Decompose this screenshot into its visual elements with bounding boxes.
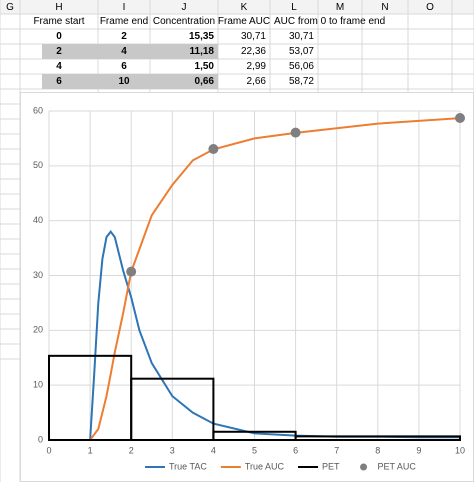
pet-auc-point — [126, 266, 137, 277]
column-letter: I — [123, 2, 126, 13]
table-cell: 2,66 — [247, 76, 267, 87]
series-line — [49, 117, 461, 441]
y-tick-label: 60 — [33, 105, 43, 115]
column-letter: G — [6, 2, 14, 13]
legend-marker — [360, 463, 368, 471]
header-cell: Frame start — [33, 16, 84, 27]
x-tick-label: 9 — [416, 445, 421, 455]
column-letter: N — [381, 2, 388, 13]
y-tick-label: 50 — [33, 160, 43, 170]
pet-auc-point — [290, 127, 301, 138]
x-tick-label: 2 — [129, 445, 134, 455]
x-tick-label: 6 — [293, 445, 298, 455]
table-cell: 15,35 — [189, 31, 214, 42]
x-tick-label: 3 — [170, 445, 175, 455]
column-header-bar — [0, 0, 474, 14]
table-cell: 56,06 — [289, 61, 314, 72]
y-tick-label: 30 — [33, 270, 43, 280]
x-tick-label: 1 — [88, 445, 93, 455]
legend-label: PET — [322, 461, 340, 471]
table-cell: 58,72 — [289, 76, 314, 87]
y-tick-label: 0 — [38, 434, 43, 444]
table-cell: 2,99 — [247, 61, 267, 72]
table-cell: 2 — [121, 31, 127, 42]
row-shade — [42, 74, 218, 89]
x-tick-label: 10 — [455, 445, 465, 455]
table-cell: 30,71 — [289, 31, 314, 42]
table-cell: 1,50 — [195, 61, 215, 72]
column-letter: O — [426, 2, 434, 13]
table-cell: 6 — [121, 61, 127, 72]
y-tick-label: 40 — [33, 215, 43, 225]
x-tick-label: 4 — [211, 445, 216, 455]
legend-label: True AUC — [245, 461, 285, 471]
column-letter: K — [241, 2, 248, 13]
chart-area — [20, 92, 474, 482]
column-letter: J — [182, 2, 187, 13]
table-cell: 2 — [56, 46, 62, 57]
column-letter: L — [291, 2, 297, 13]
column-letter: M — [336, 2, 344, 13]
row-shade — [42, 44, 218, 59]
legend-label: True TAC — [169, 461, 207, 471]
table-cell: 4 — [56, 61, 62, 72]
x-tick-label: 8 — [375, 445, 380, 455]
table-cell: 30,71 — [241, 31, 266, 42]
table-cell: 10 — [118, 76, 130, 87]
x-tick-label: 0 — [46, 445, 51, 455]
header-cell: Concentration — [153, 16, 215, 27]
table-cell: 11,18 — [190, 46, 215, 57]
pet-auc-point — [208, 143, 219, 154]
x-tick-label: 5 — [252, 445, 257, 455]
y-tick-label: 20 — [33, 325, 43, 335]
pet-bar — [130, 377, 215, 441]
pet-bar — [294, 435, 461, 442]
pet-auc-point — [455, 113, 465, 124]
y-tick-label: 10 — [33, 380, 43, 390]
header-cell: AUC from 0 to frame end — [274, 16, 385, 27]
header-cell: Frame AUC — [218, 16, 270, 27]
column-letter: H — [55, 2, 62, 13]
table-cell: 53,07 — [289, 46, 314, 57]
table-cell: 6 — [56, 76, 62, 87]
table-cell: 0,66 — [195, 76, 215, 87]
table-cell: 22,36 — [241, 46, 266, 57]
x-tick-label: 7 — [334, 445, 339, 455]
table-cell: 0 — [56, 31, 62, 42]
table-cell: 4 — [121, 46, 127, 57]
header-cell: Frame end — [100, 16, 148, 27]
legend-label: PET AUC — [378, 461, 417, 471]
